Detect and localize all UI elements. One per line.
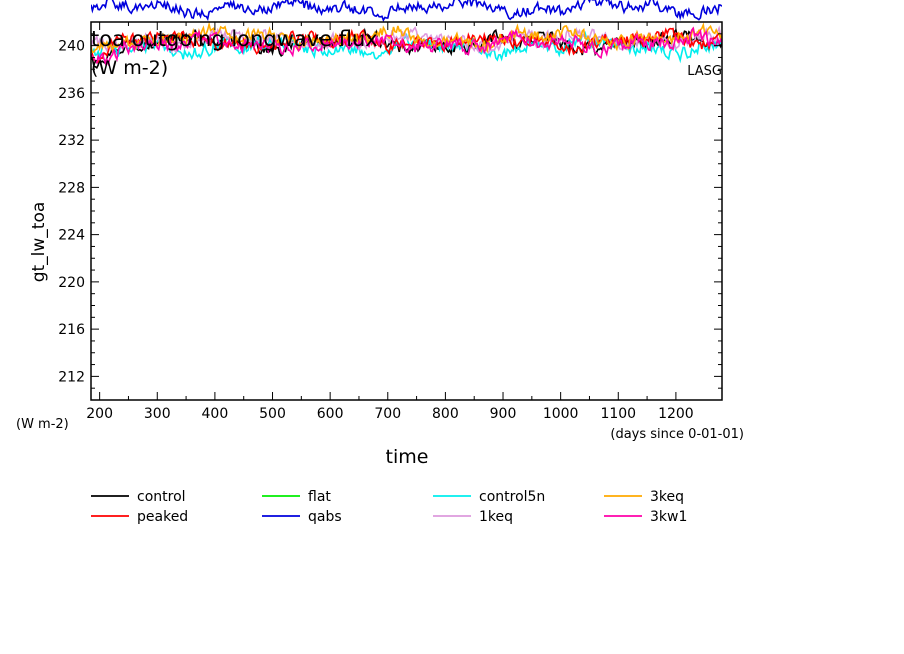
axis-ticks: 200 300 400 500 600 700 800 900 1000 1100 1200 212 2… bbox=[58, 21, 722, 422]
corner-label: LASG bbox=[687, 64, 722, 79]
x-tick-label: 900 bbox=[490, 406, 517, 422]
legend-label-peaked: peaked bbox=[137, 509, 188, 525]
chart-title: toa outgoing longwave flux bbox=[91, 27, 378, 51]
y-tick-label: 212 bbox=[58, 369, 85, 385]
x-tick-label: 800 bbox=[432, 406, 459, 422]
x-tick-label: 500 bbox=[259, 406, 286, 422]
y-axis-label: gt_lw_toa bbox=[29, 202, 49, 283]
y-tick-label: 216 bbox=[58, 322, 85, 338]
y-tick-label: 220 bbox=[58, 275, 85, 291]
legend-label-3keq: 3keq bbox=[650, 489, 684, 505]
series-line-qabs bbox=[91, 0, 722, 22]
y-tick-label: 236 bbox=[58, 86, 85, 102]
legend-label-control5n: control5n bbox=[479, 489, 545, 505]
x-axis-unit: (days since 0-01-01) bbox=[610, 427, 744, 442]
y-tick-label: 240 bbox=[58, 39, 85, 55]
legend-label-3kw1: 3kw1 bbox=[650, 509, 687, 525]
legend-label-control: control bbox=[137, 489, 186, 505]
x-tick-label: 1000 bbox=[543, 406, 579, 422]
legend-label-qabs: qabs bbox=[308, 509, 342, 525]
x-tick-label: 200 bbox=[86, 406, 113, 422]
y-tick-label: 228 bbox=[58, 180, 85, 196]
y-tick-label: 224 bbox=[58, 228, 85, 244]
x-tick-label: 600 bbox=[317, 406, 344, 422]
x-tick-label: 400 bbox=[202, 406, 229, 422]
x-axis-label: time bbox=[386, 446, 429, 468]
x-tick-label: 1200 bbox=[658, 406, 694, 422]
y-tick-label: 232 bbox=[58, 133, 85, 149]
legend: control peaked flat qabs control5n 1keq 3keq 3k… bbox=[91, 489, 687, 525]
x-tick-label: 700 bbox=[374, 406, 401, 422]
plot-frame bbox=[90, 21, 723, 401]
x-tick-label: 1100 bbox=[600, 406, 636, 422]
x-tick-label: 300 bbox=[144, 406, 171, 422]
chart-title-unit: (W m-2) bbox=[91, 57, 168, 79]
legend-label-flat: flat bbox=[308, 489, 331, 505]
series-line-3keq bbox=[91, 21, 722, 55]
legend-label-1keq: 1keq bbox=[479, 509, 513, 525]
y-axis-unit: (W m-2) bbox=[16, 417, 69, 432]
series-line-3kw1 bbox=[91, 26, 722, 67]
series-layer bbox=[91, 0, 722, 69]
